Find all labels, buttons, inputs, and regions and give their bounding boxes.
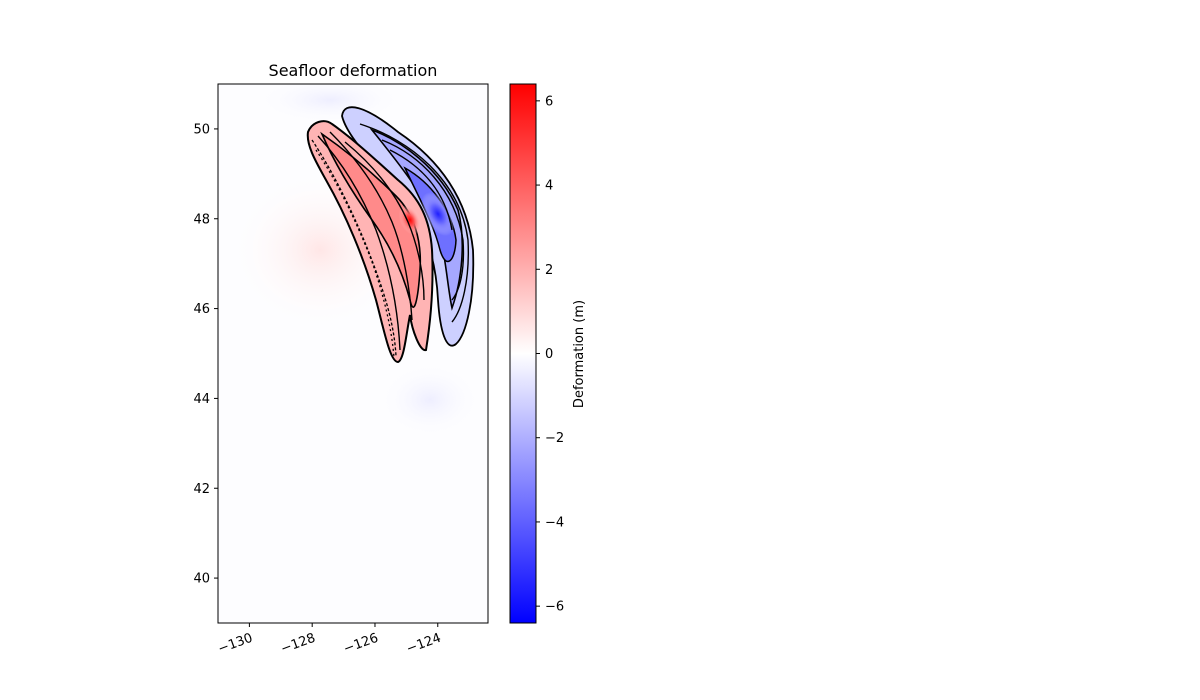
- faint-subsidence-halo: [375, 360, 485, 440]
- uplift-lobe: [306, 120, 434, 364]
- subsidence-contour: [389, 149, 453, 231]
- subsidence-peak: [420, 192, 456, 236]
- colorbar-tick-label: 2: [545, 263, 553, 278]
- faint-north-halo: [250, 84, 410, 125]
- colorbar-tick-label: 6: [545, 94, 553, 109]
- map-axes: Seafloor deformation −130 −128 −126 −124 40…: [193, 61, 489, 657]
- colorbar-tick-label: 4: [545, 179, 553, 194]
- uplift-contour: [344, 141, 425, 301]
- uplift-peak: [398, 204, 422, 236]
- colorbar-tick-label: −4: [545, 515, 564, 530]
- axes-frame: [217, 83, 489, 624]
- colorbar-axis: −6 −4 −2 0 2 4 6: [536, 94, 564, 615]
- colorbar: −6 −4 −2 0 2 4 6 Deformation (m): [509, 83, 587, 624]
- x-tick-label: −124: [404, 631, 443, 657]
- colorbar-label: Deformation (m): [572, 300, 587, 408]
- chart-title: Seafloor deformation: [269, 61, 438, 80]
- x-axis: −130 −128 −126 −124: [216, 623, 443, 657]
- subsidence-contour: [359, 123, 470, 323]
- y-axis: 40 42 44 46 48 50: [193, 122, 218, 587]
- y-tick-label: 40: [193, 572, 210, 587]
- uplift-contour: [315, 149, 395, 359]
- deformation-field: [230, 84, 485, 440]
- y-tick-label: 46: [193, 302, 210, 317]
- colorbar-tick-label: −2: [545, 431, 564, 446]
- uplift-contour: [329, 131, 413, 321]
- uplift-contour: [317, 135, 401, 351]
- y-tick-label: 42: [193, 482, 210, 497]
- colorbar-tick-label: −6: [545, 600, 564, 615]
- x-tick-label: −126: [342, 631, 381, 657]
- x-tick-label: −130: [216, 631, 255, 657]
- x-tick-label: −128: [279, 631, 318, 657]
- subsidence-contour: [381, 139, 465, 301]
- y-tick-label: 48: [193, 212, 210, 227]
- colorbar-bar: [509, 83, 537, 624]
- y-tick-label: 44: [193, 392, 210, 407]
- colorbar-tick-label: 0: [545, 347, 553, 362]
- y-tick-label: 50: [193, 122, 210, 137]
- uplift-lobe-mid: [320, 131, 422, 308]
